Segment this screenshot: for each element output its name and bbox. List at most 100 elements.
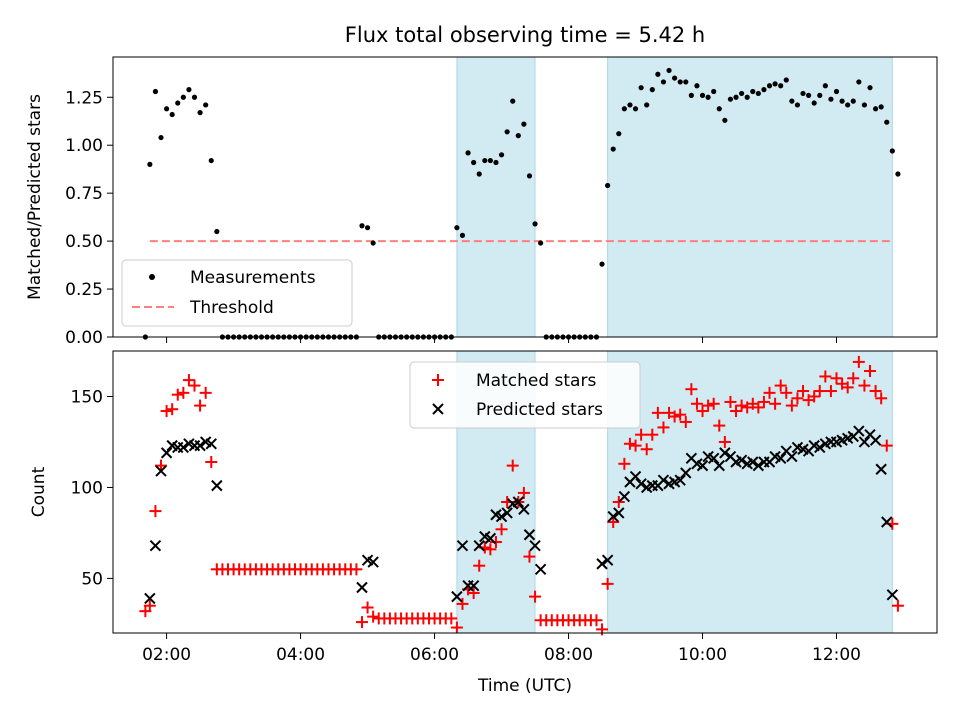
measurement-point — [180, 94, 186, 100]
measurement-point — [644, 102, 650, 108]
legend-threshold-label: Threshold — [189, 298, 274, 318]
measurement-point — [705, 94, 711, 100]
bottom-x-axis: 02:00 04:00 06:00 08:00 10:00 12:00 — [142, 633, 861, 665]
y-tick-label: 150 — [71, 387, 103, 407]
matched-point — [155, 459, 168, 472]
matched-point — [607, 516, 620, 529]
predicted-point — [635, 478, 647, 490]
matched-point — [194, 399, 207, 412]
measurement-point — [778, 83, 784, 89]
measurement-point — [599, 261, 605, 267]
measurement-point — [895, 171, 901, 177]
predicted-point — [858, 436, 871, 448]
predicted-point — [601, 554, 614, 566]
matched-point — [171, 388, 184, 401]
measurement-point — [370, 240, 376, 246]
matched-point — [188, 379, 201, 392]
predicted-point — [707, 452, 720, 465]
measurement-point — [666, 67, 672, 74]
matched-point — [160, 405, 173, 418]
predicted-point — [657, 474, 670, 486]
predicted-point — [696, 459, 709, 472]
predicted-point — [160, 447, 173, 459]
matched-point — [752, 401, 765, 414]
measurement-point — [694, 83, 700, 89]
matched-point — [875, 392, 888, 405]
measurement-point — [727, 96, 734, 102]
top-y-axis-label: Matched/Predicted stars — [25, 94, 45, 300]
legend-matched-marker — [432, 374, 444, 386]
measurement-point — [515, 133, 521, 139]
measurement-point — [459, 232, 466, 238]
matched-point — [473, 559, 486, 572]
chart-title: Flux total observing time = 5.42 h — [345, 23, 705, 47]
matched-point — [769, 397, 782, 410]
measurement-point — [884, 119, 890, 125]
matched-point — [696, 405, 709, 418]
matched-point — [713, 419, 726, 432]
measurement-point — [800, 90, 806, 97]
matched-point — [355, 616, 368, 629]
matched-point — [813, 385, 826, 398]
matched-star-markers — [139, 355, 904, 636]
top-x-ticks — [166, 337, 838, 343]
matched-point — [847, 372, 860, 385]
measurement-point — [632, 106, 639, 112]
predicted-point — [607, 510, 619, 523]
y-tick-label: 1.25 — [65, 88, 103, 108]
x-tick-label: 12:00 — [812, 645, 861, 665]
predicted-point — [529, 539, 541, 552]
predicted-point — [869, 434, 882, 446]
measurement-point — [856, 79, 862, 85]
y-tick-label: 0.25 — [65, 280, 103, 300]
measurement-point — [744, 94, 750, 100]
measurement-point — [711, 88, 717, 95]
x-axis-label: Time (UTC) — [477, 676, 572, 696]
measurement-point — [811, 100, 817, 106]
measurement-point — [538, 240, 544, 246]
matched-point — [718, 435, 731, 448]
measurement-point — [214, 228, 220, 235]
predicted-point — [534, 563, 547, 576]
measurement-point — [152, 88, 159, 95]
matched-point — [506, 459, 519, 472]
matched-point — [623, 437, 636, 450]
matched-point — [601, 577, 614, 590]
measurement-point — [878, 104, 884, 110]
measurement-point — [526, 173, 533, 179]
matched-point — [685, 383, 698, 396]
measurement-point — [789, 98, 795, 104]
matched-point — [864, 365, 877, 378]
matched-point — [858, 379, 871, 392]
measurement-point — [186, 87, 192, 93]
predicted-point — [774, 452, 787, 465]
measurement-point — [716, 106, 722, 112]
measurement-point — [627, 102, 633, 108]
top-legend-box — [121, 259, 353, 327]
matched-point — [679, 415, 692, 428]
y-tick-label: 0.00 — [65, 328, 103, 348]
predicted-point — [484, 532, 497, 545]
matched-point — [774, 379, 787, 392]
measurement-point — [861, 102, 868, 108]
matched-point — [149, 505, 162, 518]
bottom-y-axis: 50 100 150 — [71, 387, 113, 589]
matched-point — [517, 486, 530, 499]
matched-point — [166, 403, 179, 416]
bottom-legend: Matched stars Predicted stars — [409, 361, 641, 429]
predicted-point — [177, 441, 190, 454]
matched-point — [797, 385, 810, 398]
measurement-point — [660, 79, 667, 85]
measurement-point — [805, 92, 812, 98]
measurement-point — [867, 85, 873, 91]
legend-measurement-marker — [149, 274, 155, 280]
matched-point — [489, 536, 502, 549]
predicted-point — [367, 556, 379, 568]
predicted-point — [853, 425, 865, 437]
matched-point — [199, 386, 212, 399]
shaded-interval — [607, 56, 893, 338]
predicted-point — [495, 510, 508, 523]
measurement-point — [510, 98, 516, 104]
matched-point — [646, 428, 659, 441]
